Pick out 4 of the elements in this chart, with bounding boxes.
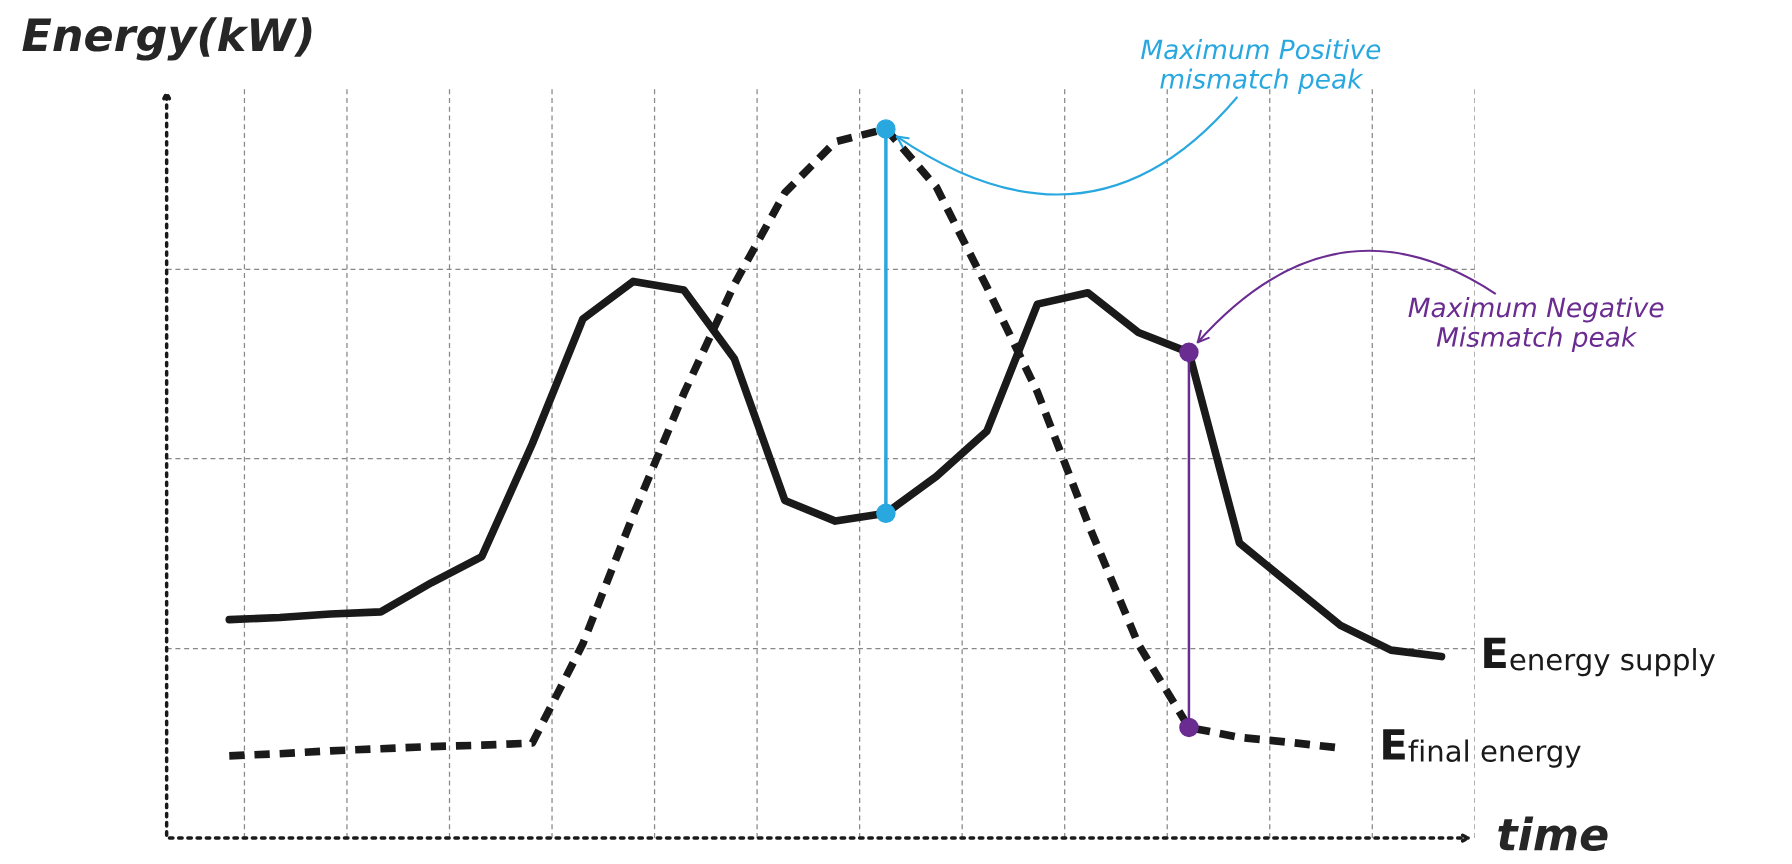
text: Maximum Positive mismatch peak (1141, 38, 1381, 94)
annotation: Maximum Negative Mismatch peak (1408, 297, 1664, 353)
x-axis-title: time (1498, 816, 1608, 851)
chart-title: Energy(kW) (22, 17, 312, 61)
